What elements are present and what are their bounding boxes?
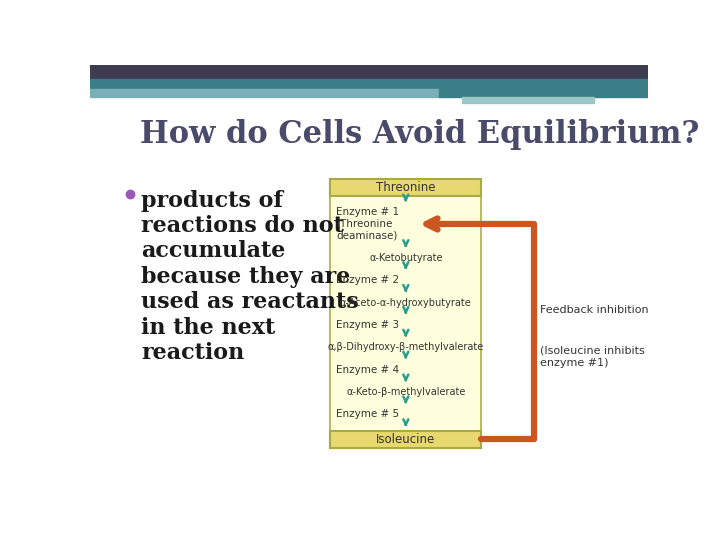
- Text: Enzyme # 1
(Threonine
deaminase): Enzyme # 1 (Threonine deaminase): [336, 207, 400, 240]
- Bar: [330, 179, 482, 197]
- Text: α-Ketobutyrate: α-Ketobutyrate: [369, 253, 443, 263]
- Text: (Isoleucine inhibits
enzyme #1): (Isoleucine inhibits enzyme #1): [540, 346, 645, 368]
- Bar: [90, 65, 648, 79]
- Text: accumulate: accumulate: [141, 240, 286, 262]
- Text: Enzyme # 2: Enzyme # 2: [336, 275, 400, 285]
- Text: reaction: reaction: [141, 342, 244, 364]
- Text: used as reactants: used as reactants: [141, 291, 359, 313]
- Text: Enzyme # 5: Enzyme # 5: [336, 409, 400, 420]
- Text: reactions do not: reactions do not: [141, 215, 344, 237]
- Text: products of: products of: [141, 190, 283, 212]
- Text: Threonine: Threonine: [376, 181, 436, 194]
- Text: Enzyme # 3: Enzyme # 3: [336, 320, 400, 330]
- Bar: [90, 79, 648, 90]
- Text: α,β-Dihydroxy-β-methylvalerate: α,β-Dihydroxy-β-methylvalerate: [328, 342, 484, 352]
- Text: because they are: because they are: [141, 266, 351, 288]
- Text: How do Cells Avoid Equilibrium?: How do Cells Avoid Equilibrium?: [140, 119, 700, 150]
- Text: Feedback inhibition: Feedback inhibition: [540, 305, 649, 315]
- Bar: [330, 431, 482, 448]
- Text: in the next: in the next: [141, 316, 275, 339]
- Text: α-Aceto-α-hydroxybutyrate: α-Aceto-α-hydroxybutyrate: [340, 298, 472, 308]
- Bar: [438, 90, 648, 97]
- Bar: [330, 179, 482, 448]
- Text: α-Keto-β-methylvalerate: α-Keto-β-methylvalerate: [346, 387, 466, 397]
- Text: Isoleucine: Isoleucine: [376, 433, 436, 446]
- Text: Enzyme # 4: Enzyme # 4: [336, 364, 400, 375]
- Bar: [462, 97, 594, 103]
- Bar: [90, 90, 438, 97]
